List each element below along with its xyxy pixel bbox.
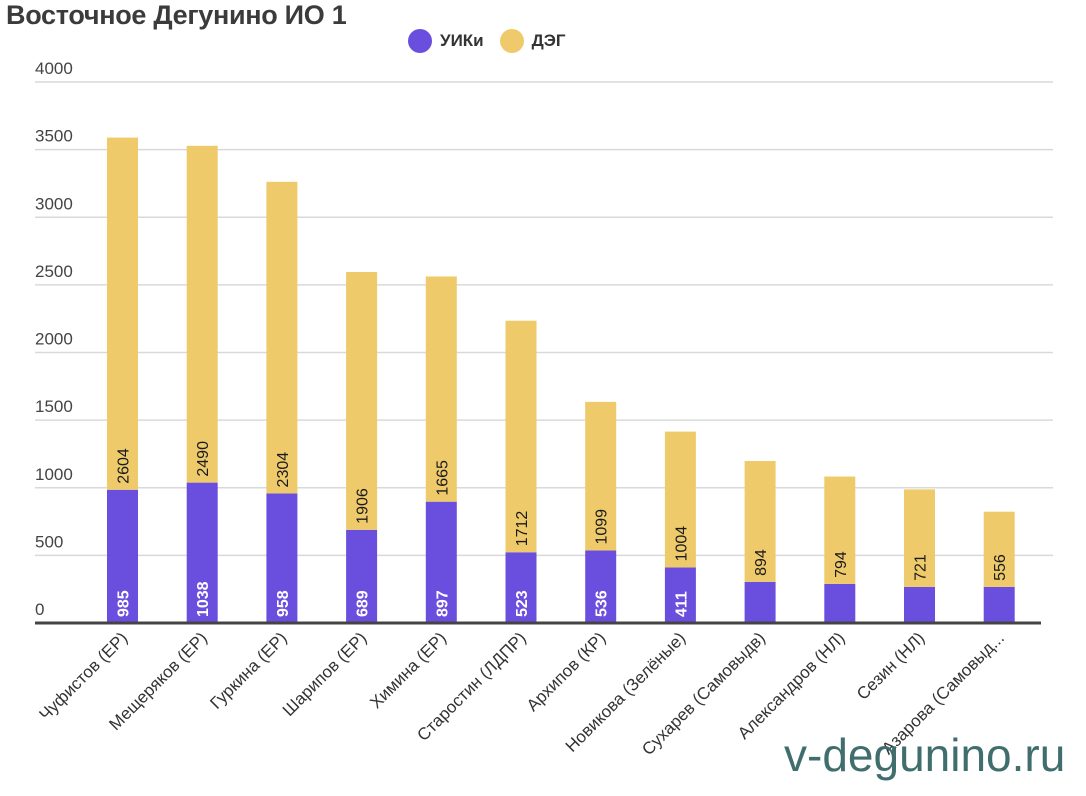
bar-segment-uik	[664, 567, 696, 623]
bar-segment-uik	[346, 529, 378, 623]
bar-segment-uik	[744, 581, 776, 623]
legend: УИКи ДЭГ	[408, 28, 581, 54]
bar-segment-uik	[266, 493, 298, 623]
data-label-uik: 958	[275, 590, 292, 617]
data-label-uik: 411	[673, 591, 690, 617]
bar-segment-deg	[346, 272, 378, 530]
bar-segment-uik	[983, 586, 1015, 623]
bar-segment-deg	[505, 320, 537, 553]
data-label-deg: 894	[753, 549, 770, 576]
x-tick-label: Шарипов (ЕР)	[279, 628, 371, 720]
y-tick-label: 2500	[35, 262, 73, 281]
y-tick-label: 2000	[35, 330, 73, 349]
y-tick-label: 1500	[35, 397, 73, 416]
legend-label-uik: УИКи	[440, 31, 484, 50]
y-tick-label: 4000	[35, 59, 73, 78]
bar-segment-deg	[824, 476, 856, 584]
bar-segment-deg	[744, 460, 776, 582]
bar-segment-deg	[186, 145, 218, 483]
data-label-deg: 1712	[514, 511, 531, 547]
data-label-uik: 1038	[195, 581, 212, 617]
data-label-deg: 2304	[275, 452, 292, 488]
watermark: v-degunino.ru	[784, 729, 1066, 781]
y-tick-label: 0	[35, 600, 44, 619]
bar-segment-deg	[664, 431, 696, 568]
data-label-deg: 721	[913, 554, 930, 581]
data-label-deg: 794	[833, 551, 850, 578]
data-label-deg: 1099	[594, 509, 611, 545]
bar-segment-uik	[904, 586, 935, 623]
data-label-uik: 897	[434, 590, 451, 617]
data-label-deg: 2490	[195, 441, 212, 477]
legend-label-deg: ДЭГ	[531, 31, 566, 50]
y-tick-label: 3000	[35, 194, 73, 213]
data-label-deg: 1906	[355, 488, 372, 524]
bar-segment-uik	[425, 501, 457, 623]
x-tick-label: Химина (ЕР)	[366, 628, 450, 712]
bar-segment-deg	[904, 489, 935, 587]
bar-segment-uik	[107, 489, 138, 623]
x-tick-label: Сезин (НЛ)	[853, 628, 928, 703]
y-tick-label: 1000	[35, 465, 73, 484]
y-tick-label: 500	[35, 532, 63, 551]
x-tick-label: Гуркина (ЕР)	[206, 628, 290, 712]
bar-segment-deg	[107, 137, 138, 490]
data-label-deg: 2604	[116, 448, 133, 484]
chart-title: Восточное Дегунино ИО 1	[6, 0, 347, 30]
bar-segment-uik	[186, 482, 218, 623]
bar-segment-uik	[585, 550, 617, 623]
x-tick-label: Архипов (КР)	[523, 628, 610, 715]
data-label-deg: 1665	[434, 460, 451, 496]
bar-segment-uik	[824, 583, 856, 623]
bar-segment-deg	[585, 401, 617, 551]
legend-swatch-uik	[408, 29, 432, 53]
data-label-uik: 689	[355, 590, 372, 617]
bar-segment-uik	[505, 552, 537, 623]
data-label-uik: 523	[514, 590, 531, 617]
bar-segment-deg	[425, 276, 457, 502]
data-label-uik: 985	[116, 590, 133, 617]
y-tick-label: 3500	[35, 127, 73, 146]
legend-swatch-deg	[499, 29, 524, 53]
data-label-deg: 556	[992, 554, 1009, 581]
bar-segment-deg	[266, 181, 298, 494]
data-label-uik: 536	[594, 590, 611, 617]
data-label-deg: 1004	[673, 526, 690, 562]
bar-segment-deg	[983, 511, 1015, 587]
